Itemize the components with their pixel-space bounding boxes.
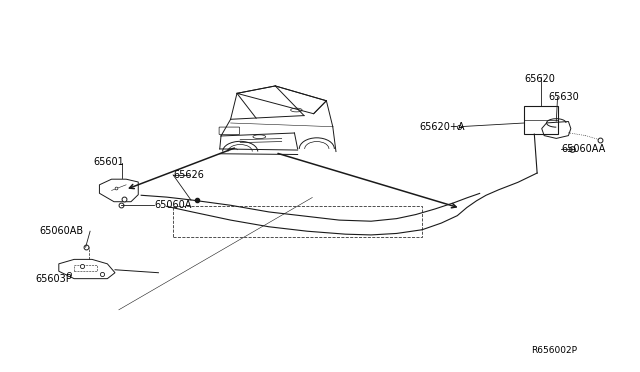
- Text: 65060AB: 65060AB: [39, 226, 83, 236]
- Text: 65620+A: 65620+A: [419, 122, 465, 132]
- Text: 65060A: 65060A: [154, 200, 191, 210]
- Text: 65620: 65620: [524, 74, 556, 84]
- Text: 65601: 65601: [93, 157, 124, 167]
- Text: 65060AA: 65060AA: [561, 144, 605, 154]
- Bar: [524, 106, 557, 134]
- Text: 65603P: 65603P: [36, 275, 72, 284]
- Text: 65630: 65630: [548, 92, 579, 102]
- Bar: [173, 206, 422, 237]
- Text: R656002P: R656002P: [531, 346, 577, 355]
- Text: 65626: 65626: [173, 170, 204, 180]
